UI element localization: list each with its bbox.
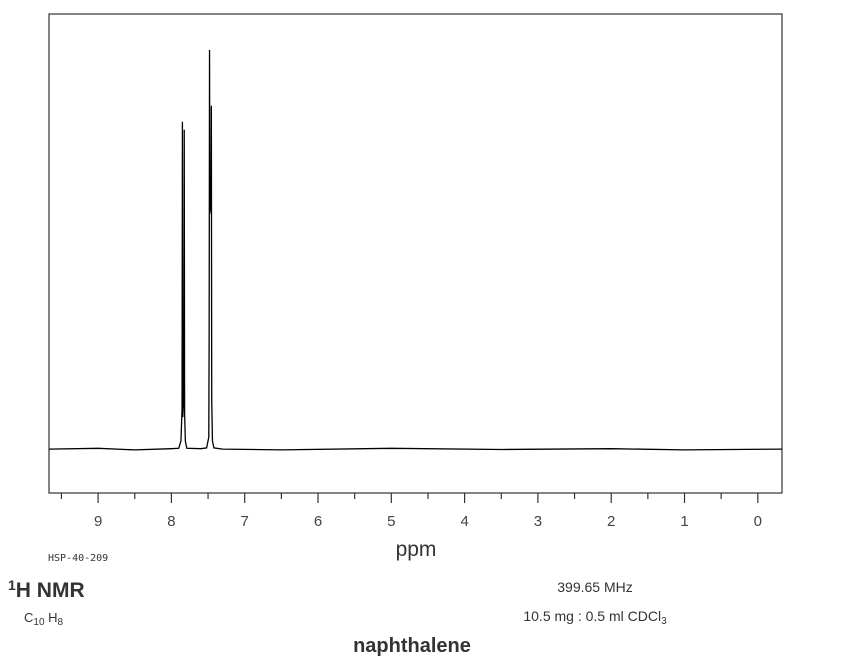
code-label: HSP-40-209 xyxy=(48,553,108,564)
formula: C10 H8 xyxy=(24,610,64,628)
sample: 10.5 mg : 0.5 ml CDCl3 xyxy=(523,608,667,627)
formula-sub: 8 xyxy=(58,617,64,628)
spectrum-line xyxy=(48,49,783,451)
x-tick-label: 1 xyxy=(680,513,688,530)
x-tick-label: 6 xyxy=(314,513,322,530)
nucleus-label: 1H NMR xyxy=(8,577,85,602)
x-tick-label: 7 xyxy=(241,513,249,530)
frequency: 399.65 MHz xyxy=(557,579,632,595)
x-tick-label: 5 xyxy=(387,513,395,530)
x-tick-label: 8 xyxy=(167,513,175,530)
x-tick-label: 9 xyxy=(94,513,102,530)
formula-part: C xyxy=(24,610,33,625)
x-tick-label: 3 xyxy=(534,513,542,530)
sample-sub: 3 xyxy=(661,616,667,627)
x-tick-label: 0 xyxy=(754,513,762,530)
x-tick-label: 2 xyxy=(607,513,615,530)
x-axis-label: ppm xyxy=(396,538,437,561)
sample-text: 10.5 mg : 0.5 ml CDCl xyxy=(523,608,661,624)
formula-sub: 10 xyxy=(33,617,45,628)
nucleus-mass: 1 xyxy=(8,577,16,593)
nucleus-text: H NMR xyxy=(16,579,85,602)
plot-frame xyxy=(48,13,783,494)
compound-name: naphthalene xyxy=(353,635,471,657)
formula-part: H xyxy=(45,610,58,625)
x-tick-label: 4 xyxy=(460,513,468,530)
